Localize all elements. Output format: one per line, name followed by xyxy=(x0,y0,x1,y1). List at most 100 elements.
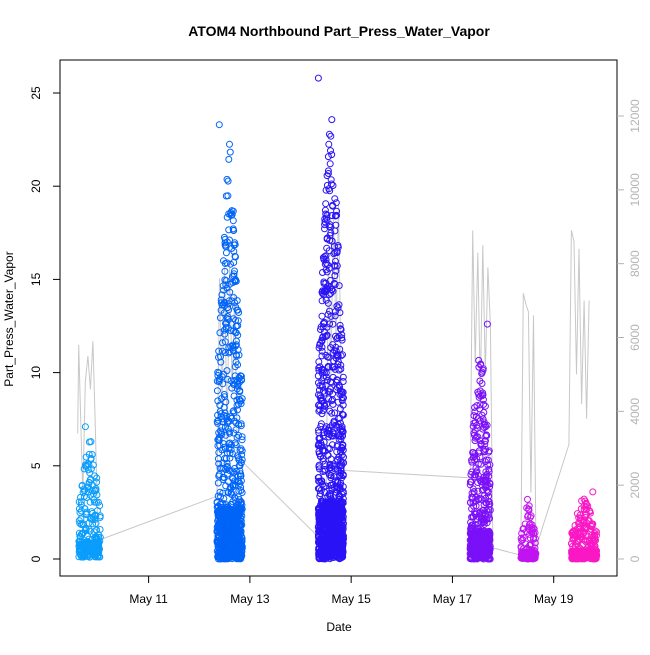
data-point xyxy=(315,534,323,542)
secondary-series-line xyxy=(77,204,590,556)
data-point xyxy=(234,317,242,325)
data-point xyxy=(315,391,322,399)
data-point xyxy=(222,277,230,285)
data-point xyxy=(467,478,475,486)
data-point xyxy=(466,481,474,489)
data-point xyxy=(238,376,246,384)
data-point xyxy=(221,267,229,275)
data-point xyxy=(321,260,329,268)
data-point xyxy=(213,387,221,395)
data-point xyxy=(331,505,339,513)
data-point xyxy=(316,490,324,498)
point-cluster-1 xyxy=(75,423,104,561)
data-point xyxy=(469,422,477,430)
data-point xyxy=(324,153,332,161)
data-point xyxy=(337,365,345,373)
data-point xyxy=(316,363,324,371)
data-point xyxy=(96,502,104,510)
data-point xyxy=(331,227,339,235)
data-point xyxy=(238,489,246,496)
data-point xyxy=(331,262,339,270)
y-tick-label: 5 xyxy=(29,462,43,469)
data-point xyxy=(321,520,329,528)
data-point xyxy=(338,553,346,561)
data-point xyxy=(231,553,239,560)
data-point xyxy=(234,306,242,314)
data-point xyxy=(218,373,226,381)
data-point xyxy=(75,517,83,525)
data-point xyxy=(473,402,481,410)
data-point xyxy=(229,342,237,350)
data-point xyxy=(226,148,234,156)
data-point xyxy=(474,424,482,432)
data-point xyxy=(83,532,91,540)
x-tick-label: May 11 xyxy=(129,592,168,606)
data-point xyxy=(226,348,234,356)
data-point xyxy=(578,555,586,563)
data-point xyxy=(335,301,343,309)
data-point xyxy=(480,520,488,528)
data-point xyxy=(227,209,235,216)
data-point xyxy=(322,279,330,287)
data-point xyxy=(338,537,346,544)
data-point xyxy=(338,425,346,433)
y-tick-label: 10 xyxy=(29,366,43,380)
data-point xyxy=(321,225,328,233)
data-point xyxy=(229,535,237,543)
data-point xyxy=(467,540,475,548)
data-point xyxy=(229,531,237,539)
data-point xyxy=(582,503,590,511)
data-point xyxy=(338,334,346,342)
data-point xyxy=(338,458,346,466)
data-point xyxy=(220,522,228,530)
data-point xyxy=(338,444,346,452)
data-point xyxy=(321,206,329,214)
data-point xyxy=(476,540,484,548)
data-point xyxy=(322,540,330,548)
secondary-series-layer xyxy=(77,204,590,556)
data-point xyxy=(328,441,336,449)
data-point xyxy=(334,415,342,422)
data-point xyxy=(213,499,221,507)
data-point xyxy=(92,551,100,559)
data-point xyxy=(328,116,336,124)
data-point xyxy=(475,544,483,552)
data-point xyxy=(85,479,93,487)
data-point xyxy=(332,257,339,265)
data-point xyxy=(237,498,245,506)
data-point xyxy=(466,555,474,563)
data-point xyxy=(483,320,491,328)
data-point xyxy=(337,352,345,360)
data-point xyxy=(77,515,85,523)
data-point xyxy=(89,535,96,543)
data-point xyxy=(87,491,95,499)
data-point xyxy=(330,538,338,546)
data-point xyxy=(331,409,339,417)
data-point xyxy=(230,270,238,278)
data-point xyxy=(584,543,592,551)
y-tick-label: 25 xyxy=(29,86,43,100)
data-point xyxy=(332,343,340,351)
data-point xyxy=(215,460,223,468)
x-tick-label: May 15 xyxy=(331,592,371,606)
data-point xyxy=(226,429,234,437)
data-point xyxy=(83,508,91,516)
data-point xyxy=(217,353,224,361)
data-point xyxy=(484,488,492,496)
data-point xyxy=(331,549,339,557)
data-point xyxy=(337,544,345,552)
data-point xyxy=(485,515,493,523)
data-point xyxy=(483,535,491,543)
data-point xyxy=(218,446,226,454)
data-point xyxy=(223,508,231,516)
data-point xyxy=(474,535,482,543)
data-point xyxy=(578,497,586,505)
data-point xyxy=(318,503,326,511)
data-point xyxy=(479,510,487,517)
data-point xyxy=(318,297,326,305)
point-cluster-2 xyxy=(213,121,246,563)
data-point xyxy=(475,390,483,398)
data-point xyxy=(214,522,222,530)
